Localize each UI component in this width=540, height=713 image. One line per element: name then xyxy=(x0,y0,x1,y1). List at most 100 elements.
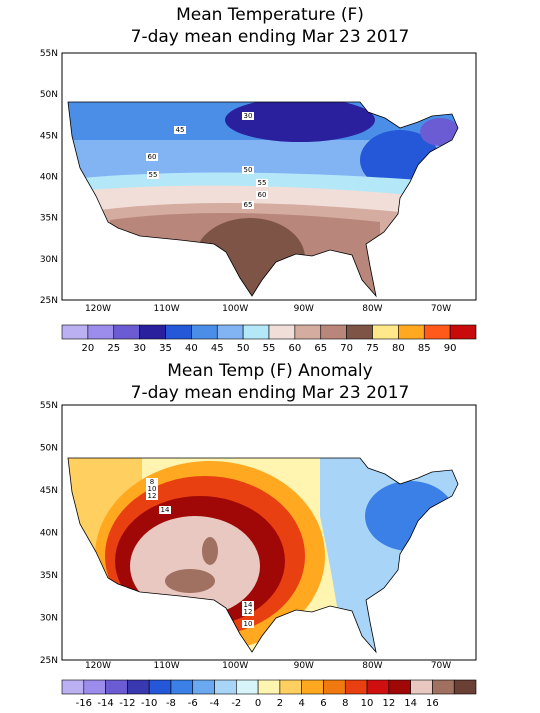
lon-label: 110W xyxy=(154,661,180,671)
map-title: Mean Temp (F) Anomaly xyxy=(167,361,372,381)
colorbar-label: 4 xyxy=(298,698,304,709)
contour-label-bg xyxy=(242,201,254,209)
lon-label: 100W xyxy=(222,304,248,314)
lon-label: 70W xyxy=(431,304,451,314)
colorbar-box xyxy=(268,324,296,340)
lon-label: 90W xyxy=(294,304,314,314)
colorbar-label: 75 xyxy=(366,343,379,354)
colorbar-box xyxy=(388,679,411,695)
colorbar-box xyxy=(449,324,477,340)
colorbar-label: 60 xyxy=(289,343,302,354)
contour-label-bg xyxy=(146,485,158,493)
lat-label: 25N xyxy=(40,656,58,666)
contour-label-bg xyxy=(159,506,171,514)
lat-label: 45N xyxy=(40,486,58,496)
lat-label: 35N xyxy=(40,214,58,224)
colorbar-label: 25 xyxy=(107,343,120,354)
colorbar-box xyxy=(344,679,368,695)
colorbar-label: 55 xyxy=(263,343,276,354)
lon-label: 120W xyxy=(85,304,111,314)
colorbar-label: 14 xyxy=(404,698,417,709)
colorbar-label: 10 xyxy=(361,698,374,709)
lon-label: 80W xyxy=(362,661,382,671)
lon-label: 120W xyxy=(85,661,111,671)
colorbar-label: 0 xyxy=(255,698,261,709)
lat-label: 30N xyxy=(40,255,58,265)
contour-label: 10 xyxy=(244,620,253,628)
lon-label: 110W xyxy=(154,304,180,314)
contour-label: 55 xyxy=(149,171,158,179)
colorbar-box xyxy=(83,679,106,695)
colorbar-box xyxy=(61,679,85,695)
lat-label: 25N xyxy=(40,296,58,306)
colorbar-box xyxy=(236,679,259,695)
contour-label: 50 xyxy=(244,166,253,174)
map-title: 7-day mean ending Mar 23 2017 xyxy=(131,27,410,47)
colorbar-label: -14 xyxy=(97,698,113,709)
lon-label: 100W xyxy=(222,661,248,671)
contour-label: 45 xyxy=(176,126,185,134)
lon-label: 90W xyxy=(294,661,314,671)
contour-label: 60 xyxy=(148,153,157,161)
colorbar-box xyxy=(432,679,455,695)
colorbar-box xyxy=(301,679,324,695)
colorbar-box xyxy=(148,679,172,695)
colorbar-box xyxy=(87,324,115,340)
lat-label: 50N xyxy=(40,444,58,454)
colorbar-box xyxy=(410,679,433,695)
colorbar-box xyxy=(279,679,302,695)
lat-label: 35N xyxy=(40,571,58,581)
colorbar-box xyxy=(453,679,477,695)
colorbar-box xyxy=(127,679,150,695)
colorbar-label: 30 xyxy=(133,343,146,354)
contour-label: 12 xyxy=(244,608,253,616)
lat-label: 55N xyxy=(40,401,58,411)
colorbar-label: -16 xyxy=(76,698,92,709)
contour-label-bg xyxy=(174,126,186,134)
contour-label-bg xyxy=(242,620,254,628)
colorbar-box xyxy=(216,324,244,340)
colorbar-label: 85 xyxy=(418,343,431,354)
lat-label: 40N xyxy=(40,529,58,539)
lat-label: 45N xyxy=(40,131,58,141)
colorbar-label: 12 xyxy=(382,698,395,709)
colorbar-label: 35 xyxy=(159,343,172,354)
colorbar-box xyxy=(323,679,346,695)
contour-label-bg xyxy=(242,112,254,120)
contour-label-bg xyxy=(146,153,158,161)
contour-label: 12 xyxy=(148,492,157,500)
lat-label: 30N xyxy=(40,614,58,624)
colorbar-label: -12 xyxy=(119,698,135,709)
colorbar-box xyxy=(139,324,166,340)
colorbar-label: 6 xyxy=(320,698,326,709)
colorbar-label: 45 xyxy=(211,343,224,354)
contour-label: 60 xyxy=(258,191,267,199)
colorbar-box xyxy=(165,324,192,340)
lon-label: 80W xyxy=(362,304,382,314)
colorbar-box xyxy=(294,324,322,340)
colorbar-label: 20 xyxy=(82,343,95,354)
contour-label: 14 xyxy=(161,506,170,514)
colorbar-box xyxy=(372,324,399,340)
contour-label-bg xyxy=(242,601,254,609)
colorbar-label: -8 xyxy=(166,698,176,709)
colorbar-box xyxy=(398,324,425,340)
lon-label: 70W xyxy=(431,661,451,671)
map-title: Mean Temperature (F) xyxy=(176,5,364,25)
colorbar-label: -2 xyxy=(231,698,241,709)
colorbar-box xyxy=(105,679,128,695)
colorbar-label: -10 xyxy=(141,698,157,709)
colorbar-label: 16 xyxy=(426,698,439,709)
contour-label-bg xyxy=(242,608,254,616)
colorbar-label: 65 xyxy=(314,343,327,354)
contour-label-bg xyxy=(146,492,158,500)
colorbar-box xyxy=(320,324,347,340)
colorbar-label: 50 xyxy=(237,343,250,354)
contour-label: 10 xyxy=(148,485,157,493)
colorbar-label: 2 xyxy=(277,698,283,709)
lat-label: 50N xyxy=(40,90,58,100)
map-2 xyxy=(61,404,477,661)
contour-label: 30 xyxy=(244,112,253,120)
